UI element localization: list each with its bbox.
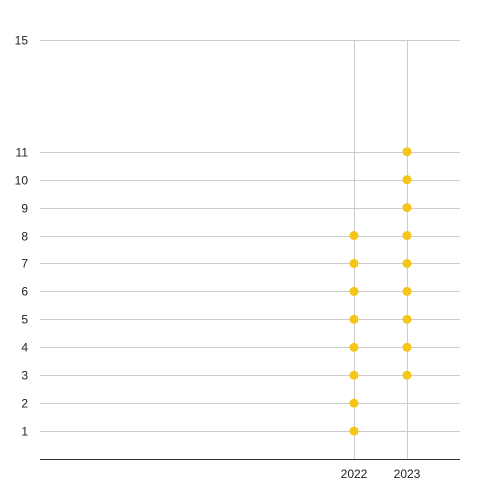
y-tick-label: 11 xyxy=(16,146,29,160)
points-layer xyxy=(349,147,412,436)
grid-layer xyxy=(40,40,460,459)
y-tick-label: 5 xyxy=(21,313,28,327)
data-point xyxy=(402,175,412,185)
y-tick-label: 8 xyxy=(21,230,28,244)
data-point xyxy=(402,286,412,296)
y-tick-label: 6 xyxy=(21,285,28,299)
y-tick-label: 4 xyxy=(21,341,28,355)
y-tick-label: 3 xyxy=(21,369,28,383)
data-point xyxy=(402,342,412,352)
y-tick-label: 2 xyxy=(21,397,28,411)
y-tick-label: 7 xyxy=(21,257,28,271)
data-point xyxy=(349,258,359,268)
data-point xyxy=(349,342,359,352)
data-point xyxy=(349,314,359,324)
data-point xyxy=(349,286,359,296)
data-point xyxy=(402,258,412,268)
x-tick-label: 2022 xyxy=(341,467,368,481)
data-point xyxy=(402,314,412,324)
tick-label-layer: 1 2 3 4 5 6 7 8 9 10 11 15 2022 2023 xyxy=(15,34,421,482)
data-point xyxy=(402,147,412,157)
data-point xyxy=(402,370,412,380)
y-tick-label: 1 xyxy=(21,425,28,439)
data-point xyxy=(349,398,359,408)
y-tick-label: 15 xyxy=(15,34,29,48)
data-point xyxy=(349,231,359,241)
y-tick-label: 10 xyxy=(15,174,29,188)
data-point xyxy=(402,231,412,241)
data-point xyxy=(349,426,359,436)
data-point xyxy=(402,203,412,213)
data-point xyxy=(349,370,359,380)
y-tick-label: 9 xyxy=(21,202,28,216)
x-tick-label: 2023 xyxy=(394,467,421,481)
